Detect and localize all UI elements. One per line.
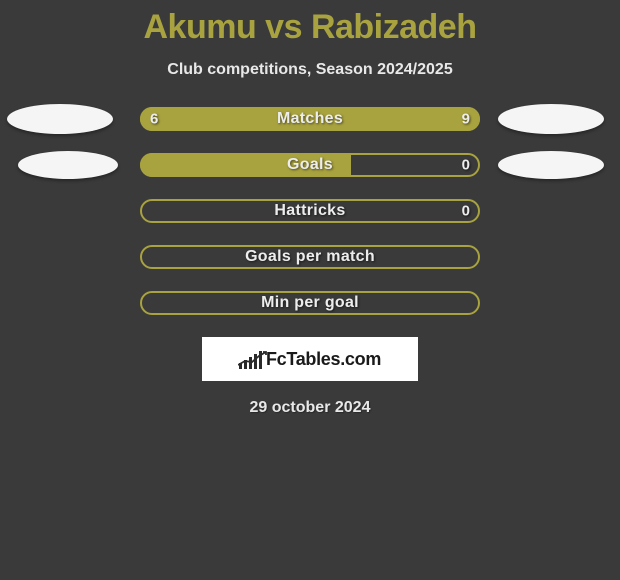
stat-row: Goals per match [0,245,620,269]
date-label: 29 october 2024 [250,399,371,417]
trend-line-icon [238,351,268,367]
stat-row: Min per goal [0,291,620,315]
player-avatar-left [7,104,113,134]
stat-bar: Min per goal [140,291,480,315]
player-avatar-left [18,151,118,179]
bar-chart-icon [239,349,262,369]
page-title: Akumu vs Rabizadeh [144,8,477,47]
infographic-container: Akumu vs Rabizadeh Club competitions, Se… [0,0,620,417]
player-avatar-right [498,151,604,179]
stat-bar: Hattricks0 [140,199,480,223]
stat-row: Goals0 [0,153,620,177]
stat-bar: Matches69 [140,107,480,131]
player-avatar-right [498,104,604,134]
stat-value-right: 0 [462,157,470,174]
stat-bar: Goals per match [140,245,480,269]
stat-bar: Goals0 [140,153,480,177]
stat-row: Hattricks0 [0,199,620,223]
logo-text: FcTables.com [266,349,381,370]
stat-row: Matches69 [0,107,620,131]
subtitle: Club competitions, Season 2024/2025 [167,61,452,79]
source-logo[interactable]: FcTables.com [202,337,418,381]
stats-rows: Matches69 Goals0 Hattricks0 Goals per match… [0,107,620,315]
